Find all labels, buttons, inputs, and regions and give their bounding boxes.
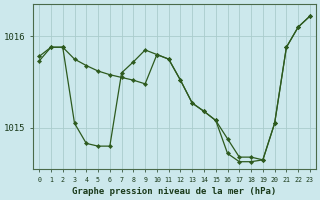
X-axis label: Graphe pression niveau de la mer (hPa): Graphe pression niveau de la mer (hPa) bbox=[72, 187, 277, 196]
